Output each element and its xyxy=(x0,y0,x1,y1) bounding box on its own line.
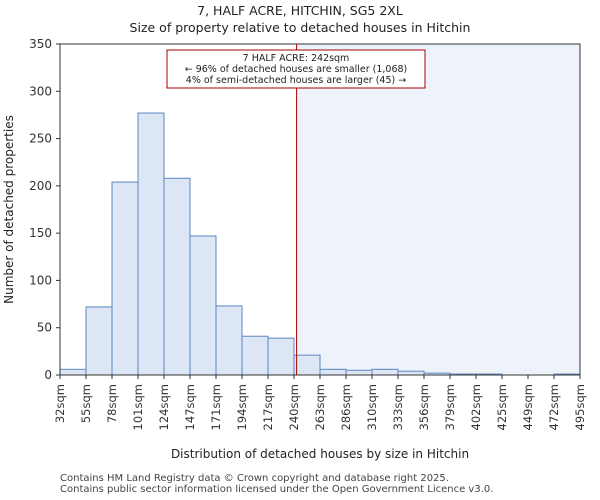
bar-32sqm xyxy=(59,368,87,376)
x-tick-label-124sqm: 124sqm xyxy=(157,384,171,430)
x-tick-label-240sqm: 240sqm xyxy=(287,384,301,430)
y-tick-label-150: 150 xyxy=(29,226,52,240)
y-tick-label-350: 350 xyxy=(29,37,52,51)
footer-line-2: Contains public sector information licen… xyxy=(60,484,494,495)
footer: Contains HM Land Registry data © Crown c… xyxy=(60,473,493,495)
x-tick-label-194sqm: 194sqm xyxy=(235,384,249,430)
x-tick-label-147sqm: 147sqm xyxy=(183,384,197,430)
bar-310sqm xyxy=(371,368,399,376)
y-tick-label-300: 300 xyxy=(29,84,52,98)
x-tick-label-32sqm: 32sqm xyxy=(53,384,67,423)
x-tick-label-379sqm: 379sqm xyxy=(443,384,457,430)
footer-line-1: Contains HM Land Registry data © Crown c… xyxy=(60,473,449,484)
highlight-region xyxy=(296,44,580,375)
annotation-line-3: 4% of semi-detached houses are larger (4… xyxy=(186,75,406,86)
y-tick-label-250: 250 xyxy=(29,132,52,146)
x-tick-label-425sqm: 425sqm xyxy=(495,384,509,430)
x-axis-label: Distribution of detached houses by size … xyxy=(171,447,469,461)
y-axis-label: Number of detached properties xyxy=(2,115,16,304)
bar-240sqm xyxy=(293,354,321,376)
chart-svg: 0 50 100 150 200 250 300 350 32sqm 55sqm 78sqm 101s… xyxy=(2,37,587,461)
y-tick-label-200: 200 xyxy=(29,179,52,193)
bar-263sqm xyxy=(319,368,347,376)
x-tick-label-263sqm: 263sqm xyxy=(313,384,327,430)
bar-171sqm xyxy=(215,305,243,376)
y-tick-label-100: 100 xyxy=(29,273,52,287)
x-tick-label-333sqm: 333sqm xyxy=(391,384,405,430)
bar-333sqm xyxy=(397,370,425,376)
annotation-box xyxy=(166,49,426,89)
y-tick-label-50: 50 xyxy=(37,321,52,335)
bar-101sqm xyxy=(137,112,165,376)
chart-title: 7, HALF ACRE, HITCHIN, SG5 2XL xyxy=(197,3,403,18)
bar-124sqm xyxy=(163,177,191,376)
y-tick-label-0: 0 xyxy=(44,368,52,382)
x-tick-label-286sqm: 286sqm xyxy=(339,384,353,430)
x-tick-label-495sqm: 495sqm xyxy=(573,384,587,430)
bar-55sqm xyxy=(85,306,113,376)
x-tick-label-101sqm: 101sqm xyxy=(131,384,145,430)
x-tick-label-55sqm: 55sqm xyxy=(79,384,93,423)
x-tick-label-171sqm: 171sqm xyxy=(209,384,223,430)
x-tick-label-402sqm: 402sqm xyxy=(469,384,483,430)
chart-subtitle: Size of property relative to detached ho… xyxy=(129,20,471,35)
bar-147sqm xyxy=(189,235,217,376)
bar-286sqm xyxy=(345,369,373,376)
x-tick-label-310sqm: 310sqm xyxy=(365,384,379,430)
annotation-line-2: ← 96% of detached houses are smaller (1,… xyxy=(185,64,408,75)
x-tick-label-472sqm: 472sqm xyxy=(547,384,561,430)
bar-217sqm xyxy=(267,337,295,376)
x-tick-label-449sqm: 449sqm xyxy=(521,384,535,430)
bar-78sqm xyxy=(111,181,139,376)
x-tick-label-217sqm: 217sqm xyxy=(261,384,275,430)
x-tick-label-78sqm: 78sqm xyxy=(105,384,119,423)
x-tick-label-356sqm: 356sqm xyxy=(417,384,431,430)
annotation-line-1: 7 HALF ACRE: 242sqm xyxy=(243,53,350,64)
bar-194sqm xyxy=(241,335,269,376)
